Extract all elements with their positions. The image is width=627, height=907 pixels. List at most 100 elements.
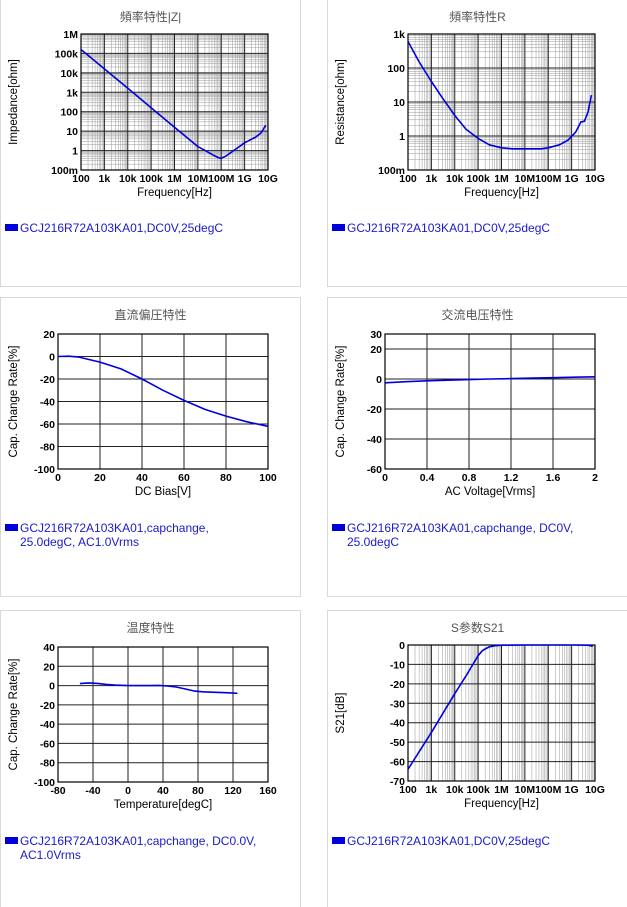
x-tick-label: 40 [157,785,169,797]
legend-label: GCJ216R72A103KA01,DC0V,25degC [20,221,224,235]
dcbias-chart: 0 20 40 60 80 100 20 0 -20 -40 -60 -80 -100 DC Bias[V… [8,329,277,498]
x-tick-label: 10G [585,173,605,185]
y-tick-label: -10 [390,659,405,671]
x-axis-label: AC Voltage[Vrms] [445,486,535,498]
plot-frame [80,33,269,171]
y-tick-label: 0 [49,681,55,693]
y-tick-label: 20 [370,344,382,356]
y-axis-label: Impedance[ohm] [8,59,20,145]
x-tick-label: 40 [136,472,148,484]
x-tick-label: -40 [85,785,100,797]
chart-panel-acvoltage: 交流电压特性 0 0.4 0.8 1.2 1.6 2 30 20 0 -20 -40 -60 AC Vo… [327,297,627,597]
y-tick-label: 40 [43,642,55,654]
legend-swatch [332,224,345,231]
chart-title: 温度特性 [126,621,175,635]
x-tick-label: 0 [55,472,61,484]
x-tick-label: -80 [50,785,65,797]
y-tick-label: 0 [49,352,55,364]
x-tick-label: 20 [94,472,106,484]
legend: GCJ216R72A103KA01,DC0V,25degC [332,221,550,235]
x-tick-label: 10G [258,173,278,185]
x-tick-label: 100 [399,784,417,796]
x-tick-label: 10k [119,173,137,185]
series-line [57,355,269,428]
x-tick-label: 10k [446,784,464,796]
y-axis-label: Cap. Change Rate[%] [335,346,347,458]
x-tick-label: 100M [208,173,235,185]
plot-frame [57,333,269,470]
y-tick-label: 10 [393,97,405,109]
y-tick-label: -80 [40,758,55,770]
y-tick-label: -70 [390,776,405,788]
x-tick-label: 100k [466,173,490,185]
y-tick-label: -20 [367,404,382,416]
resistance-chart: 100 1k 10k 100k 1M 10M 100M 1G 10G 100m 1 10 100 1k Fr… [335,29,605,199]
x-tick-label: 1.6 [546,472,561,484]
chart-title: 交流电压特性 [441,308,514,322]
x-tick-label: 60 [178,472,190,484]
x-tick-label: 1k [426,173,438,185]
legend-label: GCJ216R72A103KA01,capchange, DC0V, 25.0d… [347,521,574,549]
chart-panel-s21: S参数S21 100 1k 10k 100k 1M 10M 100M 1G 10G 0 -10 -20… [327,610,627,907]
chart-title: 直流偏圧特性 [114,308,187,322]
y-tick-label: -30 [390,698,405,710]
y-axis-label: S21[dB] [335,693,347,734]
y-tick-label: -60 [390,757,405,769]
legend: GCJ216R72A103KA01,capchange, DC0V, 25.0d… [332,521,573,549]
x-tick-label: 0.8 [462,472,477,484]
legend-label: GCJ216R72A103KA01,capchange, DC0.0V, AC1… [20,834,257,862]
legend-swatch [5,224,18,231]
y-tick-label: 100m [51,165,78,177]
legend: GCJ216R72A103KA01,capchange, 25.0degC, A… [5,521,209,549]
x-tick-label: 10M [515,173,536,185]
x-tick-label: 1M [494,173,509,185]
y-tick-label: -80 [40,442,55,454]
y-axis-label: Resistance[ohm] [335,59,347,145]
x-tick-label: 100k [466,784,490,796]
legend-label: GCJ216R72A103KA01,DC0V,25degC [347,834,551,848]
x-tick-label: 1G [565,173,579,185]
y-tick-label: 20 [43,329,55,341]
y-tick-label: 10 [66,126,78,138]
y-axis-label: Cap. Change Rate[%] [8,346,20,458]
y-tick-label: -40 [40,719,55,731]
legend-label: GCJ216R72A103KA01,DC0V,25degC [347,221,551,235]
x-axis-label: Frequency[Hz] [137,187,212,199]
chart-title: 頻率特性R [449,10,506,24]
x-tick-label: 0.4 [420,472,435,484]
x-tick-label: 100k [139,173,163,185]
x-tick-label: 0 [125,785,131,797]
y-tick-label: 1k [66,87,78,99]
x-tick-label: 2 [592,472,598,484]
plot-frame [407,33,596,171]
legend: GCJ216R72A103KA01,DC0V,25degC [332,834,550,848]
y-tick-label: -40 [40,397,55,409]
x-tick-label: 160 [259,785,277,797]
y-tick-label: -50 [390,737,405,749]
y-tick-label: 100k [55,48,79,60]
x-tick-label: 80 [220,472,232,484]
x-tick-label: 80 [192,785,204,797]
x-tick-label: 1M [494,784,509,796]
s21-chart: 100 1k 10k 100k 1M 10M 100M 1G 10G 0 -10 -20 -30 -40 -… [335,640,605,810]
legend: GCJ216R72A103KA01,capchange, DC0.0V, AC1… [5,834,256,862]
y-tick-label: -20 [40,700,55,712]
y-tick-label: -20 [390,679,405,691]
legend: GCJ216R72A103KA01,DC0V,25degC [5,221,223,235]
chart-panel-impedance: 頻率特性|Z| 100 1k 10k 100k 1M 10M 100M 1G 10G 100m 1 1… [0,0,301,287]
y-tick-label: -100 [34,464,55,476]
y-tick-label: -60 [367,464,382,476]
x-tick-label: 1G [238,173,252,185]
chart-panel-temperature: 温度特性 -80 -40 0 40 80 120 160 40 20 0 -20 -40 -60 -80-… [0,610,301,907]
x-tick-label: 10k [446,173,464,185]
x-tick-label: 1.2 [504,472,519,484]
y-tick-label: 1k [393,29,405,41]
chart-panel-dcbias: 直流偏圧特性 0 20 40 60 80 100 20 0 -20 -40 -60 -80 -100 DC… [0,297,301,597]
x-tick-label: 100M [535,173,562,185]
x-axis-label: Frequency[Hz] [464,798,539,810]
y-tick-label: 30 [370,329,382,341]
x-tick-label: 1k [99,173,111,185]
x-axis-label: Frequency[Hz] [464,187,539,199]
temperature-chart: -80 -40 0 40 80 120 16040200-20-40-60-80-100Te… [8,642,277,811]
plot-frame [384,333,596,470]
